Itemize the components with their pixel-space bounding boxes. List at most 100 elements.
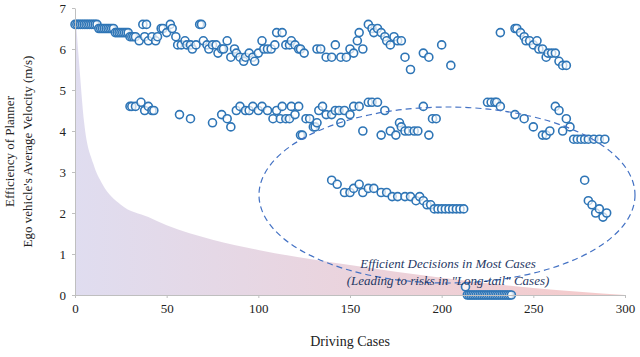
y-tick: 7 — [60, 1, 76, 16]
y-tick: 3 — [60, 165, 76, 180]
x-tick-mark — [350, 295, 351, 298]
point — [278, 29, 286, 37]
point — [220, 45, 228, 53]
point — [278, 102, 286, 110]
point — [317, 45, 325, 53]
point — [350, 49, 358, 57]
point — [333, 180, 341, 188]
point — [496, 29, 504, 37]
x-tick: 100 — [249, 295, 269, 316]
y-axis-title: Ego vehicle's Average Velocity (m/s) — [20, 56, 35, 248]
x-tick-label: 100 — [249, 301, 269, 316]
y-tick-mark — [72, 295, 75, 296]
point — [223, 37, 231, 45]
y-tick-label: 1 — [60, 247, 67, 262]
point — [603, 209, 611, 217]
point — [533, 37, 541, 45]
point — [562, 61, 570, 69]
y-tick-label: 5 — [60, 83, 67, 98]
y-tick-label: 2 — [60, 206, 67, 221]
x-tick-label: 200 — [432, 301, 452, 316]
point — [154, 33, 162, 41]
x-tick-mark — [167, 295, 168, 298]
y-axis-line — [75, 9, 76, 296]
point — [300, 49, 308, 57]
point — [562, 115, 570, 123]
x-tick-mark — [625, 295, 626, 298]
point — [581, 176, 589, 184]
y-tick: 2 — [60, 206, 76, 221]
highlight-ellipse — [259, 107, 635, 283]
point — [168, 25, 176, 33]
point — [353, 37, 361, 45]
point — [447, 61, 455, 69]
y-tick: 0 — [60, 288, 76, 303]
point — [319, 102, 327, 110]
point — [546, 127, 554, 135]
point — [209, 119, 217, 127]
point — [377, 131, 385, 139]
point — [460, 205, 468, 213]
y-tick-label: 4 — [60, 124, 67, 139]
x-tick-mark — [442, 295, 443, 298]
point — [172, 33, 180, 41]
point — [392, 131, 400, 139]
point — [432, 115, 440, 123]
point — [346, 111, 354, 119]
x-axis-title: Driving Cases — [310, 334, 390, 349]
point — [355, 180, 363, 188]
point — [359, 127, 367, 135]
long-tail-area — [75, 8, 625, 295]
point — [227, 123, 235, 131]
x-tick: 0 — [72, 295, 79, 316]
y-tick-label: 7 — [60, 1, 67, 16]
point — [264, 107, 272, 115]
y-axis-title: Efficiency of Planner — [2, 95, 17, 207]
point — [438, 41, 446, 49]
x-tick-label: 150 — [341, 301, 361, 316]
point — [258, 37, 266, 45]
point — [425, 53, 433, 61]
point — [251, 57, 259, 65]
y-tick-mark — [72, 172, 75, 173]
y-tick-mark — [72, 131, 75, 132]
point — [374, 98, 382, 106]
point — [295, 102, 303, 110]
point — [555, 107, 563, 115]
y-tick: 6 — [60, 42, 76, 57]
point — [359, 45, 367, 53]
y-tick: 4 — [60, 124, 76, 139]
point — [551, 49, 559, 57]
point — [511, 111, 519, 119]
x-tick: 50 — [161, 295, 174, 316]
point — [223, 115, 231, 123]
y-axis: 0 1 2 3 4 5 6 7 — [60, 1, 76, 303]
chart: 0 50 100 150 200 250 300 0 1 2 3 4 5 6 7 Driving Cases E… — [0, 0, 640, 357]
point — [143, 20, 151, 28]
point — [331, 41, 339, 49]
point — [187, 115, 195, 123]
point — [355, 102, 363, 110]
point — [328, 53, 336, 61]
point — [381, 107, 389, 115]
y-tick: 5 — [60, 83, 76, 98]
y-tick-label: 0 — [60, 288, 67, 303]
plot-area — [71, 8, 625, 299]
point — [355, 29, 363, 37]
point — [601, 135, 609, 143]
point — [150, 107, 158, 115]
y-tick-label: 3 — [60, 165, 67, 180]
point — [407, 66, 415, 74]
y-tick-mark — [72, 90, 75, 91]
x-tick: 250 — [524, 295, 544, 316]
x-tick-label: 250 — [524, 301, 544, 316]
annotation: (Leading to risks in "Long-tail" Cases) — [347, 273, 550, 288]
y-tick-mark — [72, 8, 75, 9]
x-tick: 200 — [432, 295, 452, 316]
y-tick: 1 — [60, 247, 76, 262]
x-tick-label: 300 — [616, 301, 636, 316]
point — [271, 41, 279, 49]
y-tick-label: 6 — [60, 42, 67, 57]
point — [529, 123, 537, 131]
x-tick: 150 — [341, 295, 361, 316]
